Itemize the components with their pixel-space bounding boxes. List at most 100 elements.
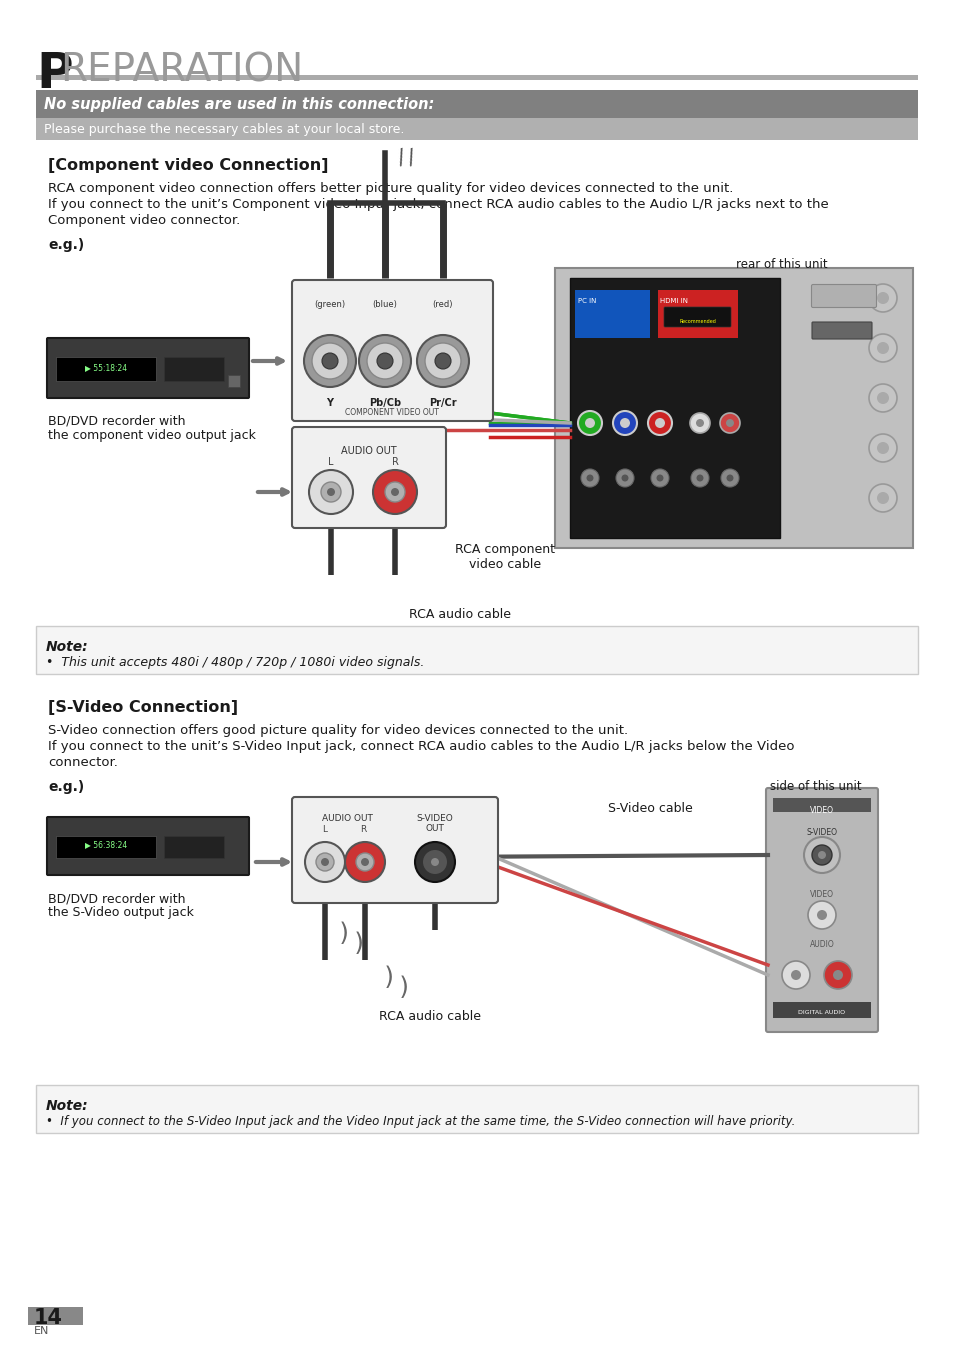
Circle shape xyxy=(345,842,385,882)
Text: L: L xyxy=(328,457,334,466)
Text: If you connect to the unit’s S-Video Input jack, connect RCA audio cables to the: If you connect to the unit’s S-Video Inp… xyxy=(48,740,794,754)
Bar xyxy=(228,375,240,387)
Text: R: R xyxy=(391,457,398,466)
FancyBboxPatch shape xyxy=(811,322,871,338)
Text: S-VIDEO: S-VIDEO xyxy=(805,828,837,837)
Text: VIDEO: VIDEO xyxy=(809,806,833,816)
Text: REPARATION: REPARATION xyxy=(60,53,303,90)
Text: AUDIO OUT: AUDIO OUT xyxy=(321,814,372,824)
Circle shape xyxy=(435,353,451,369)
Text: Pr/Cr: Pr/Cr xyxy=(429,398,456,408)
Text: S-VIDEO
OUT: S-VIDEO OUT xyxy=(416,814,453,833)
Text: Please purchase the necessary cables at your local store.: Please purchase the necessary cables at … xyxy=(44,123,404,136)
Circle shape xyxy=(816,910,826,919)
Bar xyxy=(164,357,224,381)
Bar xyxy=(36,75,917,80)
Circle shape xyxy=(367,342,402,379)
Text: COMPONENT VIDEO OUT: COMPONENT VIDEO OUT xyxy=(345,408,438,417)
Circle shape xyxy=(868,484,896,512)
Text: (green): (green) xyxy=(314,301,345,309)
Circle shape xyxy=(327,488,335,496)
Circle shape xyxy=(584,418,595,429)
Circle shape xyxy=(424,342,460,379)
Circle shape xyxy=(868,334,896,363)
Text: 14: 14 xyxy=(34,1308,63,1328)
Bar xyxy=(56,357,156,381)
Circle shape xyxy=(391,488,398,496)
Circle shape xyxy=(650,469,668,487)
Text: R: R xyxy=(359,825,366,834)
Text: the component video output jack: the component video output jack xyxy=(48,429,255,442)
Bar xyxy=(36,119,917,140)
Text: (red): (red) xyxy=(433,301,453,309)
Text: rear of this unit: rear of this unit xyxy=(735,257,827,271)
Circle shape xyxy=(373,470,416,514)
FancyBboxPatch shape xyxy=(811,284,876,307)
Circle shape xyxy=(720,469,739,487)
Circle shape xyxy=(376,353,393,369)
Text: [S-Video Connection]: [S-Video Connection] xyxy=(48,700,238,714)
Text: •  This unit accepts 480i / 480p / 720p / 1080i video signals.: • This unit accepts 480i / 480p / 720p /… xyxy=(46,656,424,669)
Circle shape xyxy=(416,336,469,387)
Bar xyxy=(36,625,917,674)
Text: Note:: Note: xyxy=(46,640,89,654)
Text: No supplied cables are used in this connection:: No supplied cables are used in this conn… xyxy=(44,97,434,112)
Text: e.g.): e.g.) xyxy=(48,239,84,252)
Circle shape xyxy=(876,293,888,305)
Circle shape xyxy=(305,842,345,882)
Text: (blue): (blue) xyxy=(373,301,397,309)
Circle shape xyxy=(868,434,896,462)
Text: (: ( xyxy=(335,918,344,942)
FancyBboxPatch shape xyxy=(47,817,249,875)
Circle shape xyxy=(322,353,337,369)
Circle shape xyxy=(309,470,353,514)
Text: AUDIO: AUDIO xyxy=(809,940,834,949)
Text: S-Video connection offers good picture quality for video devices connected to th: S-Video connection offers good picture q… xyxy=(48,724,627,737)
Bar xyxy=(772,798,870,811)
Circle shape xyxy=(781,961,809,989)
Circle shape xyxy=(689,412,709,433)
Circle shape xyxy=(385,483,405,501)
Text: HDMI IN: HDMI IN xyxy=(659,298,687,305)
Circle shape xyxy=(803,837,840,874)
Circle shape xyxy=(616,469,634,487)
Circle shape xyxy=(725,419,733,427)
Circle shape xyxy=(304,336,355,387)
Circle shape xyxy=(431,857,438,865)
Bar xyxy=(56,836,156,857)
Bar xyxy=(772,1002,870,1018)
Bar xyxy=(164,836,224,857)
Circle shape xyxy=(690,469,708,487)
Text: EN: EN xyxy=(34,1326,50,1336)
Circle shape xyxy=(876,392,888,404)
Bar xyxy=(555,268,912,549)
Text: If you connect to the unit’s Component video Input jack, connect RCA audio cable: If you connect to the unit’s Component v… xyxy=(48,198,828,212)
Text: Note:: Note: xyxy=(46,1099,89,1113)
Text: RCA component video connection offers better picture quality for video devices c: RCA component video connection offers be… xyxy=(48,182,733,195)
Circle shape xyxy=(876,342,888,355)
Text: Pb/Cb: Pb/Cb xyxy=(369,398,400,408)
Bar xyxy=(569,278,780,538)
Circle shape xyxy=(807,900,835,929)
Text: VIDEO: VIDEO xyxy=(809,890,833,899)
Circle shape xyxy=(868,384,896,412)
Bar xyxy=(36,1085,917,1134)
Circle shape xyxy=(619,418,629,429)
Text: PC IN: PC IN xyxy=(578,298,596,305)
Text: Y: Y xyxy=(326,398,334,408)
Bar xyxy=(28,1308,83,1325)
Text: RCA audio cable: RCA audio cable xyxy=(378,1010,480,1023)
Circle shape xyxy=(358,336,411,387)
FancyBboxPatch shape xyxy=(292,427,446,528)
Circle shape xyxy=(696,474,702,481)
Circle shape xyxy=(360,857,369,865)
Text: P: P xyxy=(36,50,72,98)
Circle shape xyxy=(720,412,740,433)
Bar xyxy=(575,290,649,338)
Circle shape xyxy=(696,419,703,427)
Text: /: / xyxy=(405,147,417,168)
Text: the S-Video output jack: the S-Video output jack xyxy=(48,906,193,919)
Circle shape xyxy=(315,853,334,871)
Circle shape xyxy=(726,474,733,481)
Text: (: ( xyxy=(350,927,359,952)
